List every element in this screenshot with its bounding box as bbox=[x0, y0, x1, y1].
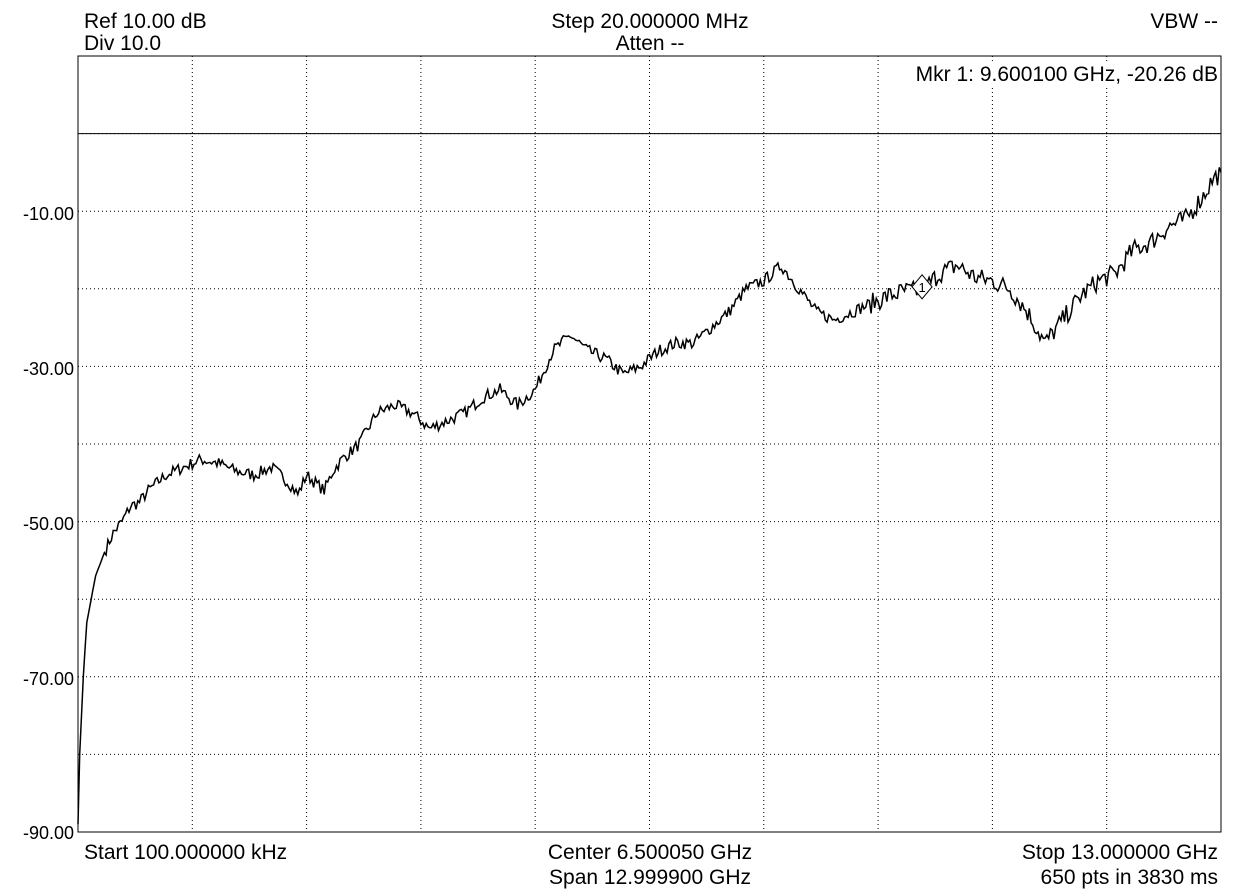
trace-line bbox=[77, 167, 1222, 825]
vbw-label: VBW -- bbox=[1150, 10, 1218, 33]
sweep-info-label: 650 pts in 3830 ms bbox=[1040, 866, 1218, 889]
marker-readout: Mkr 1: 9.600100 GHz, -20.26 dB bbox=[911, 64, 1218, 86]
center-frequency-label: Center 6.500050 GHz bbox=[547, 841, 753, 864]
y-tick-label: -10.00 bbox=[22, 204, 74, 224]
plot-frame bbox=[77, 55, 1222, 833]
y-tick-label: -90.00 bbox=[22, 823, 74, 843]
start-frequency-label: Start 100.000000 kHz bbox=[84, 841, 288, 864]
marker-number: 1 bbox=[918, 280, 925, 295]
stop-frequency-label: Stop 13.000000 GHz bbox=[1021, 841, 1218, 864]
y-tick-label: -50.00 bbox=[22, 514, 74, 534]
div-scale-label: Div 10.0 bbox=[84, 32, 162, 55]
ref-level-label: Ref 10.00 dB bbox=[84, 10, 207, 33]
span-label: Span 12.999900 GHz bbox=[549, 866, 751, 889]
y-tick-label: -70.00 bbox=[22, 669, 74, 689]
y-tick-label: -30.00 bbox=[22, 359, 74, 379]
plot-grid bbox=[78, 56, 1221, 832]
marker-diamond-icon bbox=[911, 274, 933, 300]
step-label: Step 20.000000 MHz bbox=[551, 10, 749, 33]
marker-1: 1 bbox=[911, 274, 933, 300]
atten-label: Atten -- bbox=[615, 32, 685, 55]
